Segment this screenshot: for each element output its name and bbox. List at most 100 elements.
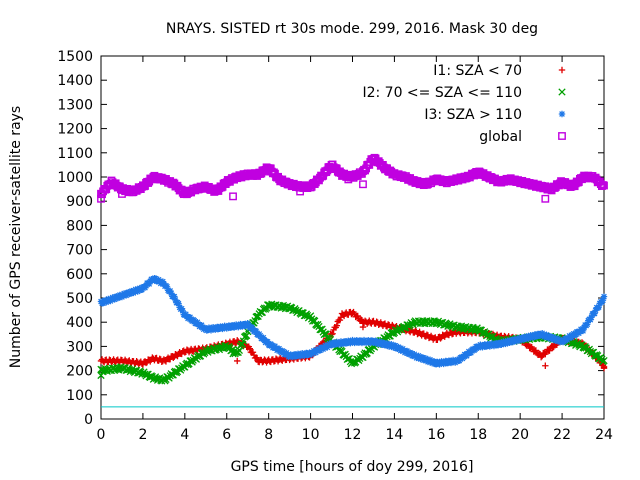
data-point (170, 354, 177, 362)
data-point (399, 345, 406, 353)
data-point (248, 323, 256, 331)
data-point (179, 307, 186, 315)
data-point (599, 297, 607, 304)
outlier-point (359, 323, 367, 331)
data-point (357, 337, 365, 345)
y-tick-label: 800 (66, 218, 93, 234)
x-tick-label: 2 (138, 427, 147, 443)
data-point (142, 359, 150, 367)
outlier-point (541, 194, 550, 203)
legend-label: I1: SZA < 70 (433, 63, 522, 79)
outlier-point (600, 364, 608, 372)
data-point (146, 280, 153, 288)
y-tick-label: 500 (66, 291, 93, 307)
data-point (252, 328, 260, 335)
data-point (388, 341, 395, 348)
data-point (246, 345, 254, 352)
outlier-point (296, 187, 305, 196)
chart-title: NRAYS. SISTED rt 30s mode. 299, 2016. Ma… (166, 21, 538, 37)
data-point (147, 278, 154, 285)
data-point (234, 337, 241, 344)
y-tick-label: 100 (66, 388, 93, 404)
data-point (506, 339, 513, 346)
data-point (467, 349, 475, 356)
x-tick-label: 18 (469, 427, 487, 443)
series-4 (97, 153, 608, 203)
data-point (229, 322, 237, 329)
data-point (175, 300, 182, 307)
data-point (168, 289, 175, 297)
data-point (122, 292, 130, 299)
data-point (426, 356, 434, 363)
data-point (198, 321, 205, 329)
data-point (223, 325, 230, 332)
outlier-point (234, 357, 241, 365)
outlier-point (97, 194, 105, 203)
data-point (138, 286, 146, 293)
data-point (235, 346, 243, 354)
y-tick-label: 1000 (57, 170, 93, 186)
legend: I1: SZA < 70 I2: 70 <= SZA <= 110 I3: SZA … (362, 63, 566, 145)
data-point (301, 352, 308, 359)
data-point (191, 317, 198, 324)
data-point (212, 326, 219, 333)
outlier-point (359, 180, 367, 189)
data-point (324, 344, 331, 351)
data-point (166, 287, 174, 295)
data-point (464, 350, 471, 357)
series-layer (97, 153, 608, 385)
outlier-point (229, 192, 237, 201)
series-3 (97, 274, 608, 368)
data-point (186, 314, 194, 321)
data-point (134, 288, 141, 295)
y-tick-label: 700 (66, 243, 93, 259)
data-point (237, 340, 246, 348)
data-point (546, 347, 553, 354)
y-tick-label: 400 (66, 315, 93, 331)
data-point (463, 352, 470, 360)
legend-marker (558, 110, 566, 118)
y-tick-label: 300 (66, 339, 93, 355)
y-tick-label: 900 (66, 194, 93, 210)
x-tick-label: 10 (302, 427, 320, 443)
data-point (537, 353, 545, 361)
x-tick-label: 24 (595, 427, 613, 443)
data-point (518, 337, 525, 344)
data-point (543, 331, 550, 338)
data-point (591, 310, 598, 317)
data-point (111, 296, 118, 303)
data-point (329, 330, 336, 337)
legend-marker (558, 66, 566, 74)
data-point (183, 313, 191, 320)
data-point (415, 352, 422, 359)
data-point (159, 278, 167, 285)
y-tick-label: 1400 (57, 73, 93, 89)
data-point (479, 344, 486, 351)
data-point (312, 349, 320, 356)
outlier-point (97, 371, 105, 380)
series-2 (97, 300, 608, 385)
outlier-point (344, 175, 353, 184)
outlier-point (118, 190, 126, 198)
data-point (163, 283, 171, 290)
data-point (579, 327, 587, 335)
x-axis: 0 2 4 6 8 10 12 14 16 18 20 22 24 (97, 56, 613, 443)
y-axis: 0 100 200 300 400 500 600 700 800 900 1000 1100 1200… (57, 49, 604, 428)
data-point (554, 335, 562, 342)
data-point (549, 344, 556, 351)
data-point (261, 337, 268, 344)
data-point (178, 305, 185, 312)
data-point (260, 334, 267, 341)
x-tick-label: 0 (97, 427, 106, 443)
x-tick-label: 6 (222, 427, 231, 443)
data-point (403, 347, 411, 355)
y-tick-label: 1300 (57, 97, 93, 113)
data-point (529, 334, 536, 341)
data-point (264, 338, 271, 345)
x-tick-label: 8 (264, 427, 273, 443)
data-point (595, 303, 602, 311)
data-point (357, 316, 365, 323)
data-point (588, 314, 595, 321)
y-tick-label: 1500 (57, 49, 93, 65)
